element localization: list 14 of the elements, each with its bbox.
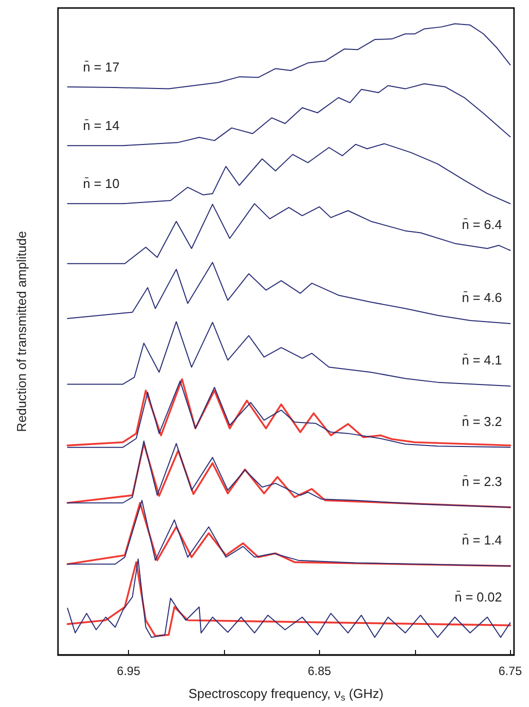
x-tick-label: 6.95: [116, 664, 141, 678]
series-label: n̄ = 17: [83, 59, 120, 74]
series-label: n̄ = 4.1: [462, 352, 502, 368]
x-tick-label: 6.85: [308, 664, 332, 678]
series-label: n̄ = 2.3: [462, 474, 502, 489]
y-axis-title: Reduction of transmitted amplitude: [14, 231, 29, 432]
series-label: n̄ = 6.4: [462, 216, 502, 232]
x-tick-label: 6.75: [498, 664, 522, 678]
series-label: n̄ = 3.2: [462, 414, 502, 429]
series-label: n̄ = 1.4: [462, 532, 502, 548]
series-label: n̄ = 0.02: [454, 589, 502, 604]
series-label: n̄ = 10: [83, 176, 120, 192]
series-label: n̄ = 14: [83, 118, 120, 134]
series-label: n̄ = 4.6: [462, 290, 502, 306]
